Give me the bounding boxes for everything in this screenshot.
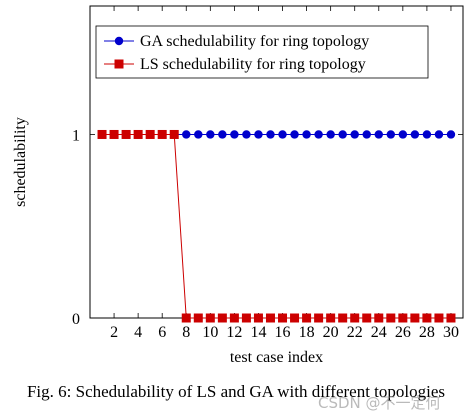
data-point — [193, 313, 203, 323]
y-tick-label: 1 — [72, 127, 80, 144]
legend-entry: LS schedulability for ring topology — [140, 56, 366, 73]
data-point — [169, 129, 179, 139]
series-line — [102, 133, 451, 319]
x-tick-label: 28 — [419, 324, 435, 341]
data-point — [350, 313, 360, 323]
data-point — [374, 313, 384, 323]
data-point — [314, 313, 324, 323]
figure-caption: Fig. 6: Schedulability of LS and GA with… — [26, 382, 446, 401]
data-point — [338, 130, 347, 139]
data-point — [181, 313, 191, 323]
x-tick-label: 10 — [202, 324, 218, 341]
data-point — [97, 129, 107, 139]
data-point — [386, 313, 396, 323]
data-point — [422, 313, 432, 323]
data-point — [326, 313, 336, 323]
x-axis-label: test case index — [230, 349, 323, 366]
y-axis-label: schedulability — [12, 117, 29, 207]
legend-marker — [114, 59, 124, 69]
data-point — [398, 130, 408, 139]
data-point — [241, 313, 251, 323]
legend-marker — [114, 36, 124, 46]
legend-entry: GA schedulability for ring topology — [140, 33, 369, 50]
data-point — [386, 130, 396, 139]
data-point — [302, 130, 311, 139]
data-point — [230, 130, 239, 139]
y-tick-label: 0 — [72, 311, 80, 328]
data-point — [302, 313, 312, 323]
data-point — [218, 130, 227, 139]
data-point — [157, 129, 167, 139]
x-tick-label: 26 — [395, 324, 411, 341]
data-point — [133, 129, 143, 139]
data-point — [290, 313, 300, 323]
x-tick-label: 2 — [110, 324, 118, 341]
x-tick-label: 30 — [443, 324, 459, 341]
data-point — [446, 313, 456, 323]
x-tick-label: 4 — [134, 324, 142, 341]
data-point — [446, 130, 456, 139]
data-point — [253, 313, 263, 323]
legend-box — [95, 25, 429, 79]
data-point — [422, 130, 432, 139]
data-point — [217, 313, 227, 323]
x-tick-label: 24 — [371, 324, 387, 341]
data-point — [278, 130, 287, 139]
data-point — [374, 130, 383, 139]
data-point — [362, 313, 372, 323]
data-point — [314, 130, 323, 139]
series-2 — [97, 129, 456, 323]
data-point — [242, 130, 251, 139]
x-tick-label: 12 — [226, 324, 242, 341]
data-point — [338, 313, 348, 323]
data-point — [121, 129, 131, 139]
legend: GA schedulability for ring topology LS sc… — [95, 25, 429, 79]
data-point — [350, 130, 359, 139]
data-point — [434, 130, 444, 139]
data-point — [326, 130, 335, 139]
data-point — [434, 313, 444, 323]
data-point — [145, 129, 155, 139]
data-point — [182, 130, 191, 139]
data-point — [410, 313, 420, 323]
data-point — [278, 313, 288, 323]
x-tick-label: 16 — [275, 324, 291, 341]
x-tick-label: 14 — [250, 324, 266, 341]
data-point — [266, 130, 275, 139]
data-point — [398, 313, 408, 323]
data-point — [109, 129, 119, 139]
data-point — [362, 130, 371, 139]
data-point — [205, 313, 215, 323]
x-tick-label: 20 — [323, 324, 339, 341]
x-tick-label: 18 — [299, 324, 315, 341]
data-point — [194, 130, 203, 139]
x-tick-label: 22 — [347, 324, 363, 341]
data-point — [410, 130, 420, 139]
data-point — [290, 130, 299, 139]
watermark: CSDN @不一定何 — [318, 394, 441, 412]
x-tick-label: 6 — [158, 324, 166, 341]
x-tick-label: 8 — [182, 324, 190, 341]
data-point — [206, 130, 215, 139]
data-point — [265, 313, 275, 323]
data-point — [254, 130, 263, 139]
data-point — [229, 313, 239, 323]
